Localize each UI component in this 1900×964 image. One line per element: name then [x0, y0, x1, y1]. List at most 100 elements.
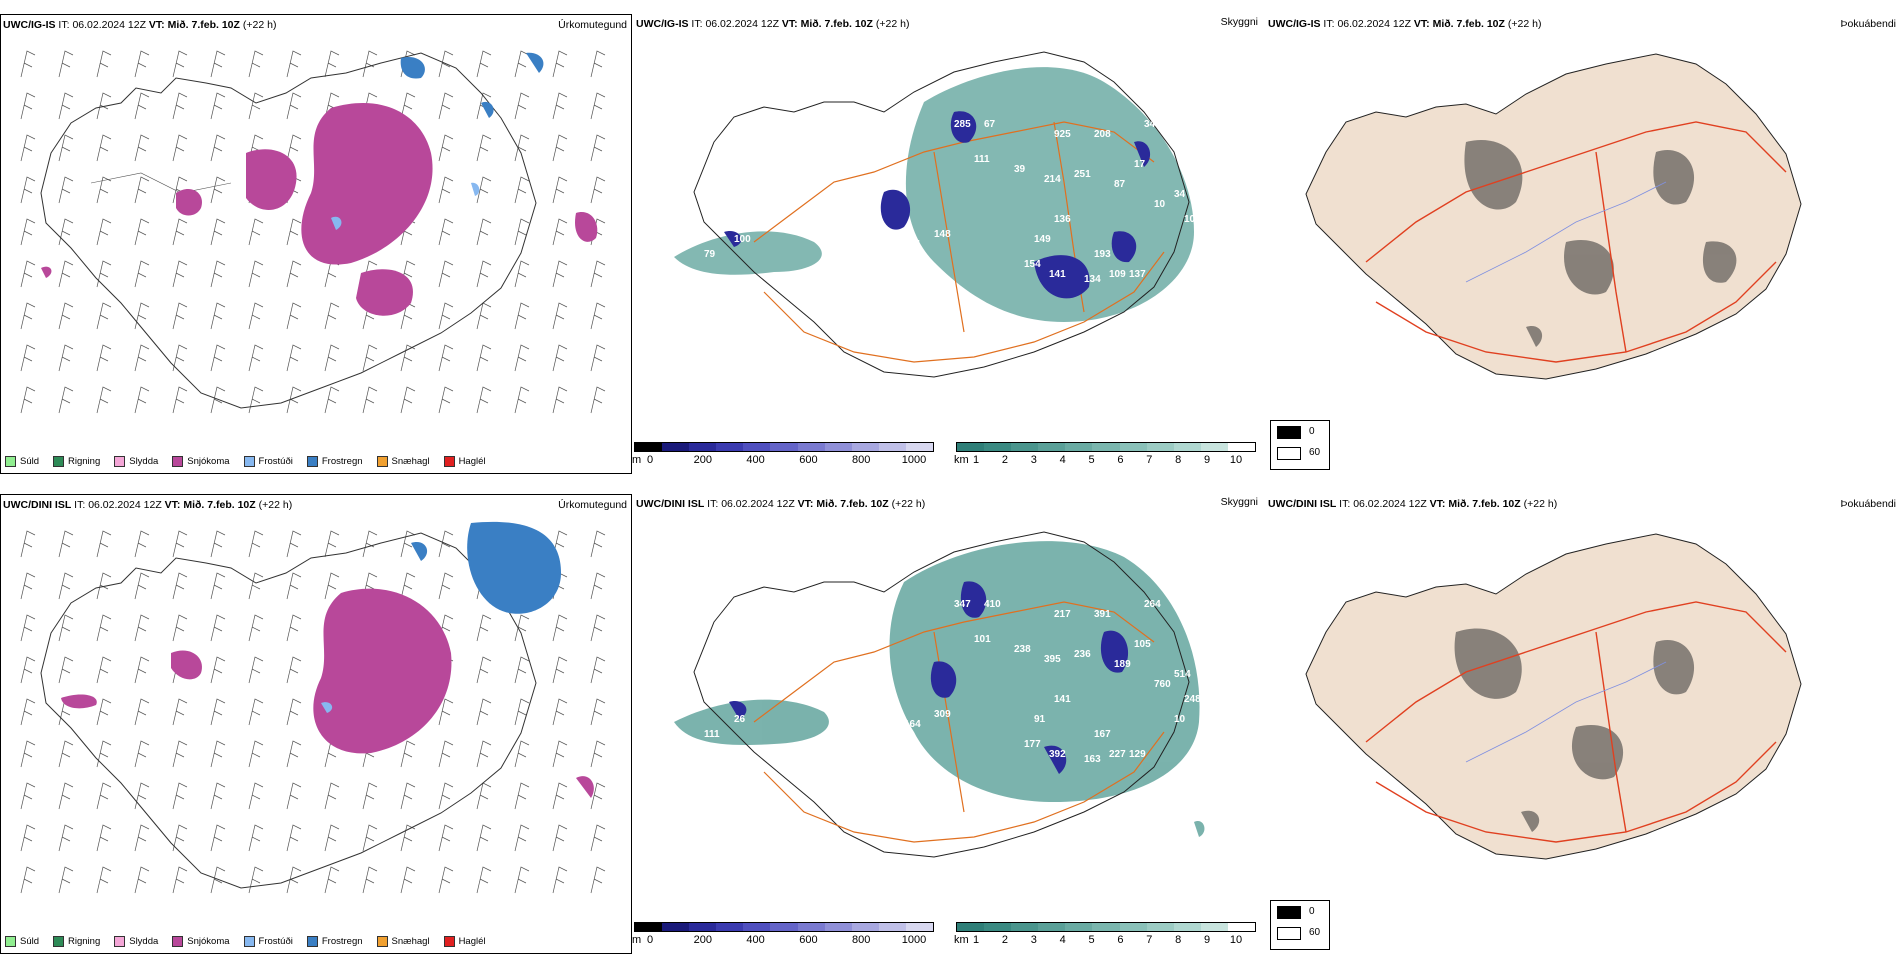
colorbar-segment: [743, 443, 771, 451]
colorbar-segment: [797, 923, 825, 931]
legend-item: Rigning: [53, 936, 100, 947]
vt-value: Mið. 7.feb. 10Z: [816, 498, 889, 510]
legend-swatch: [5, 936, 16, 947]
wind-barb: [590, 572, 606, 600]
wind-barb: [514, 386, 530, 414]
legend-swatch: [172, 936, 184, 947]
cloud-base-label: 189: [1114, 659, 1131, 670]
wind-barb: [134, 92, 150, 120]
wind-barb: [248, 782, 264, 810]
wind-barb: [210, 656, 226, 684]
legend-item: Frostúði: [243, 936, 293, 947]
wind-barb: [476, 656, 492, 684]
wind-barb: [552, 218, 568, 246]
wind-barb: [248, 50, 264, 78]
cloud-base-label: 177: [1024, 739, 1041, 750]
wind-barb: [134, 302, 150, 330]
wind-barb: [96, 866, 112, 894]
visibility-areas: [674, 67, 1194, 322]
wind-barb: [172, 824, 188, 852]
wind-barb: [58, 656, 74, 684]
visibility-panel-bottom: UWC/DINI ISL IT: 06.02.2024 12Z VT: Mið.…: [632, 494, 1264, 954]
height-unit: m: [632, 934, 642, 946]
wind-barb: [286, 656, 302, 684]
fog-legend: 0 60: [1270, 420, 1330, 470]
wind-barb: [134, 530, 150, 558]
wind-barb: [286, 572, 302, 600]
legend-item: Frostúði: [243, 456, 293, 467]
colorbar-segment: [1173, 923, 1201, 931]
colorbar-segment: [1038, 923, 1066, 931]
it-label: IT:: [707, 498, 719, 510]
wind-barb: [286, 260, 302, 288]
fog-legend-white-label: 60: [1309, 927, 1321, 938]
wind-barb: [438, 302, 454, 330]
colorbar-tick-label: 1: [972, 454, 980, 466]
colorbar-tick-label: 8: [1175, 934, 1182, 946]
wind-barb: [590, 614, 606, 642]
wind-barb: [552, 50, 568, 78]
cloud-base-label: 111: [704, 729, 720, 740]
cloud-base-label: 109: [1109, 269, 1126, 280]
cloud-base-label: 217: [1054, 609, 1071, 620]
wind-barb: [286, 50, 302, 78]
wind-barb: [552, 302, 568, 330]
cloud-base-label: 91: [1034, 714, 1046, 725]
colorbar-tick-label: 600: [799, 454, 818, 466]
colorbar-tick-label: 2: [1001, 934, 1008, 946]
lead-time: (+22 h): [875, 18, 910, 30]
wind-barb: [362, 386, 378, 414]
colorbar-segment: [824, 923, 852, 931]
legend-label: Frostúði: [258, 456, 293, 467]
model-name: UWC/DINI ISL: [636, 498, 705, 510]
colorbar-tick-label: 6: [1117, 454, 1124, 466]
iceland-land: [1305, 53, 1802, 380]
panel-header: UWC/DINI ISL IT: 06.02.2024 12Z VT: Mið.…: [3, 499, 292, 511]
wind-barb: [476, 260, 492, 288]
wind-barb: [400, 782, 416, 810]
wind-barb: [210, 344, 226, 372]
wind-barb: [20, 50, 36, 78]
fog-map: [1305, 53, 1802, 380]
legend-swatch: [243, 456, 255, 467]
legend-item: Rigning: [53, 456, 100, 467]
model-name: UWC/IG-IS: [636, 18, 689, 30]
cloud-base-label: 391: [1094, 609, 1111, 620]
cloud-base-label: 65: [849, 259, 861, 270]
wind-barb: [476, 386, 492, 414]
cloud-base-areas: [729, 581, 1129, 774]
precip-map: [20, 521, 606, 894]
wind-barb: [248, 92, 264, 120]
cloud-base-label: 238: [1014, 644, 1031, 655]
wind-barb: [400, 824, 416, 852]
wind-barb: [514, 782, 530, 810]
roads: [1365, 601, 1787, 843]
wind-barb: [514, 92, 530, 120]
wind-barb: [210, 614, 226, 642]
wind-barb: [248, 218, 264, 246]
wind-barb: [590, 134, 606, 162]
wind-barb: [514, 344, 530, 372]
colorbar-segment: [1065, 443, 1093, 451]
wind-barb: [438, 782, 454, 810]
wind-barb: [210, 866, 226, 894]
colorbar-segment: [635, 443, 663, 451]
wind-barb: [248, 260, 264, 288]
wind-barb: [20, 134, 36, 162]
colorbar-segment: [1146, 923, 1174, 931]
wind-barb: [438, 344, 454, 372]
wind-barb: [590, 866, 606, 894]
model-name: UWC/IG-IS: [1268, 18, 1321, 30]
wind-barb: [58, 572, 74, 600]
cloud-base-label: 148: [934, 229, 951, 240]
wind-barb: [324, 386, 340, 414]
colorbar-segment: [1092, 923, 1120, 931]
model-name: UWC/DINI ISL: [1268, 498, 1337, 510]
wind-barb: [58, 176, 74, 204]
panel-header: UWC/DINI ISL IT: 06.02.2024 12Z VT: Mið.…: [1268, 498, 1557, 510]
wind-barb: [514, 134, 530, 162]
cloud-base-label: 114: [904, 239, 921, 250]
wind-barb: [20, 866, 36, 894]
wind-barb: [286, 740, 302, 768]
freezing-rain-areas: [400, 52, 544, 118]
